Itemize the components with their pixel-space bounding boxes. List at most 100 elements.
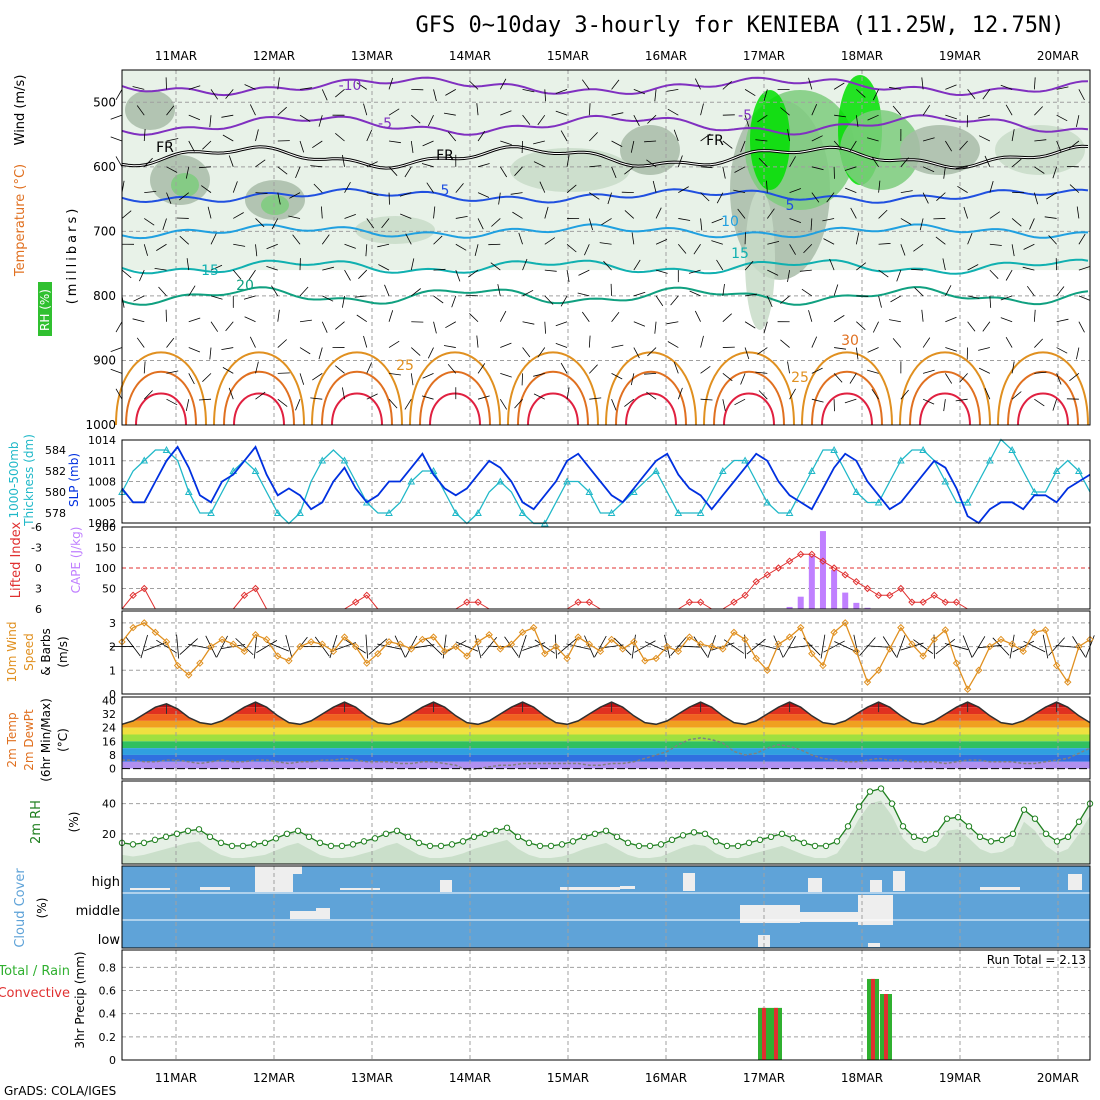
bottom-date-label: 12MAR: [253, 1071, 295, 1085]
wind-barb: [811, 135, 823, 142]
wind-barb: [443, 112, 456, 116]
wind-barb: [1033, 192, 1039, 205]
thickness-marker: [140, 456, 149, 464]
wind-barb: [745, 293, 758, 297]
rh-2m-marker: [1020, 806, 1028, 813]
cloud-cover-patch: [740, 905, 800, 923]
li-tick-label: 3: [35, 583, 42, 596]
rh-shading-blob: [125, 90, 175, 130]
wind-barb: [647, 347, 657, 357]
wind-barb: [871, 388, 879, 400]
wind-barb: [811, 336, 818, 348]
bottom-date-label: 18MAR: [841, 1071, 883, 1085]
wind-barb: [500, 372, 512, 378]
rh-2m-marker: [756, 836, 764, 844]
wind-barb: [763, 89, 768, 102]
rh-2m-marker: [1042, 830, 1050, 838]
wind-barb: [1069, 373, 1080, 382]
wind-barb: [158, 286, 167, 297]
bottom-date-label: 19MAR: [939, 1071, 981, 1085]
wind-barb: [1056, 347, 1068, 354]
lifted-index-marker: [140, 584, 148, 593]
surface-wind-barb: [455, 641, 479, 652]
low-level-temp-arch: [703, 351, 795, 426]
temp-contour-minus5: [121, 114, 1089, 136]
surface-wind-barb: [896, 635, 906, 658]
wind-barb: [363, 335, 368, 348]
wind-barb: [136, 337, 145, 348]
wind-barb: [673, 129, 679, 142]
rh-2m-marker: [613, 833, 621, 841]
wind-barb: [716, 192, 724, 204]
surface-wind-barb: [962, 635, 973, 658]
wind-barb: [633, 88, 646, 95]
rh-shading-blob: [171, 173, 199, 197]
wind-speed-marker: [585, 640, 594, 648]
rh-2m-marker: [371, 835, 379, 842]
wind-barb: [421, 395, 434, 400]
temp-color-band: [122, 761, 1090, 769]
rh-2m-marker: [734, 842, 742, 850]
wind-barb: [982, 89, 991, 100]
wind-barb: [318, 347, 323, 360]
wind-barb: [872, 89, 879, 101]
wind-barb: [913, 243, 924, 252]
wind-barb: [633, 114, 640, 126]
rh-2m-marker: [206, 833, 214, 841]
wind-speed-marker: [841, 619, 849, 627]
wind-barb: [388, 372, 401, 376]
wind-barb: [510, 192, 523, 195]
wind-barb: [740, 373, 746, 385]
wind-barb: [233, 243, 246, 247]
surface-wind-barb: [534, 639, 555, 654]
low-level-temp-arch: [723, 392, 775, 426]
wind-speed-marker: [696, 640, 705, 648]
wind-speed-marker: [351, 642, 360, 651]
panel3-ylabel-cape: CAPE (J/kg): [69, 527, 83, 594]
wind-speed-line: [121, 621, 1091, 691]
thickness-marker: [718, 466, 727, 474]
low-level-temp-arch: [125, 370, 197, 426]
wind-barb: [1005, 336, 1013, 348]
wind-barb: [688, 269, 701, 274]
thickness-marker: [963, 498, 972, 506]
wind-barb: [566, 270, 570, 282]
wind-barb: [878, 269, 889, 278]
li-tick-label: -6: [31, 521, 42, 534]
lifted-index-marker: [463, 598, 471, 606]
rh-2m-marker: [646, 842, 654, 850]
wind-barb: [1048, 235, 1057, 245]
wind-speed-marker: [630, 638, 638, 646]
wind-barb: [855, 232, 860, 245]
surface-wind-barb: [859, 637, 876, 656]
rh-2m-marker: [437, 842, 445, 850]
wind-barb: [202, 140, 212, 150]
wind-barb: [767, 269, 779, 276]
wind-barb: [689, 290, 701, 297]
bottom-date-label: 15MAR: [547, 1071, 589, 1085]
rh-2m-marker: [635, 842, 643, 850]
wind-speed-marker: [963, 685, 972, 693]
wind-speed-marker: [218, 635, 226, 644]
wind-barb: [789, 244, 796, 255]
footer-credit: GrADS: COLA/IGES: [4, 1084, 116, 1098]
wind-barb: [922, 166, 935, 173]
wind-speed-marker: [129, 623, 137, 632]
thickness-tick-label: 578: [45, 507, 66, 520]
wind-barb: [514, 166, 523, 176]
wind-barb: [878, 209, 888, 219]
rh-shading-blob: [355, 216, 435, 244]
wind-barb: [700, 365, 711, 374]
wind-barb: [678, 218, 691, 221]
wind-speed-marker: [418, 635, 427, 644]
thickness-marker: [1052, 466, 1061, 474]
panel1-ylabel-temp: Temperature (°C): [13, 164, 28, 277]
wind-barb: [539, 181, 546, 193]
wind-speed-marker: [607, 635, 616, 644]
wind-barb: [963, 206, 968, 219]
precip-panel: Run Total = 2.13 0.8 0.6 0.4 0.2 0 Total / Rai…: [0, 949, 1091, 1067]
wind-barb: [266, 266, 278, 271]
wind-barb: [299, 87, 312, 90]
wind-barb: [678, 186, 689, 193]
wind-barb: [711, 218, 723, 224]
